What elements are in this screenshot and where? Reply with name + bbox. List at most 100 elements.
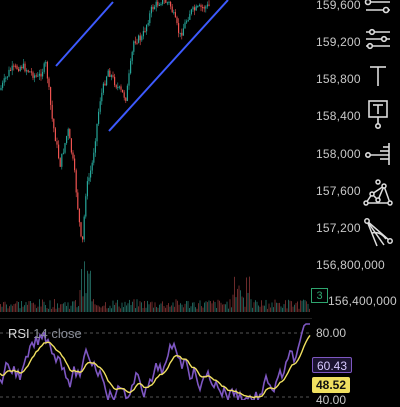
volume-bar: [28, 301, 30, 312]
note-tool-button[interactable]: [358, 97, 398, 131]
volume-bar: [22, 306, 24, 312]
price-label-159600: 159,600: [316, 0, 361, 12]
volume-bar: [66, 305, 67, 312]
volume-bar: [166, 305, 168, 312]
candle-body: [5, 77, 7, 79]
volume-bar: [141, 302, 142, 312]
volume-bar: [301, 300, 303, 312]
pattern-tool-button[interactable]: [358, 176, 398, 210]
candle-body: [88, 177, 90, 182]
candle-body: [99, 101, 101, 112]
volume-bar: [18, 301, 19, 312]
note-icon: [368, 100, 388, 129]
volume-bar: [195, 307, 196, 312]
candle-body: [45, 62, 47, 64]
volume-bar: [147, 300, 148, 312]
volume-bar: [270, 307, 271, 312]
volume-bar: [222, 304, 223, 312]
candle-body: [198, 5, 200, 7]
volume-bar: [162, 301, 163, 312]
candle-body: [82, 236, 84, 240]
volume-bar: [159, 304, 160, 312]
volume-bar: [232, 294, 234, 312]
rsi-upper-level-label: 80.00: [316, 326, 347, 340]
volume-bar: [208, 300, 210, 312]
channel-lower-line[interactable]: [108, 0, 229, 132]
volume-bar: [286, 308, 288, 312]
volume-bar: [129, 299, 130, 312]
volume-bar: [85, 293, 87, 312]
volume-bar: [240, 290, 241, 312]
volume-bar: [175, 299, 177, 312]
horizontal-ray-tool-button[interactable]: [358, 0, 398, 22]
volume-bar: [228, 308, 229, 312]
candle-body: [35, 75, 37, 77]
volume-bar: [64, 302, 66, 312]
rsi-indicator-title[interactable]: RSI 14 close: [8, 326, 82, 341]
candle-body: [58, 144, 60, 159]
candle-body: [203, 7, 205, 9]
volume-bar: [234, 276, 235, 312]
volume-bar: [70, 305, 72, 312]
candle-body: [141, 36, 143, 41]
volume-bar: [135, 308, 136, 312]
volume-bar: [84, 261, 85, 312]
candle-body: [134, 41, 136, 43]
candle-body: [155, 1, 157, 7]
volume-bar: [279, 302, 280, 312]
price-label-tool-button[interactable]: [358, 137, 398, 171]
volume-bar: [51, 308, 52, 312]
volume-bar: [69, 308, 70, 312]
parallel-lines-tool-button[interactable]: [358, 22, 398, 56]
volume-bar: [183, 307, 184, 312]
volume-bar: [58, 307, 60, 312]
volume-badge[interactable]: 3: [311, 288, 328, 303]
candle-body: [205, 6, 207, 9]
candle-body: [170, 1, 172, 7]
volume-bar: [67, 302, 69, 312]
volume-bar: [294, 304, 295, 312]
candle-body: [91, 162, 93, 171]
fib-fan-tool-button[interactable]: [358, 215, 398, 249]
volume-bar: [154, 302, 156, 312]
candle-body: [56, 141, 58, 145]
volume-bar: [120, 308, 121, 312]
volume-bar: [118, 306, 120, 312]
volume-bar: [291, 301, 292, 312]
volume-bar: [280, 306, 282, 312]
candle-body: [123, 92, 125, 98]
volume-bar: [213, 300, 214, 312]
volume-bar: [136, 299, 138, 312]
volume-bar: [24, 305, 25, 312]
volume-bar: [276, 302, 277, 312]
candle-body: [107, 70, 109, 77]
text-tool-button[interactable]: [358, 59, 398, 93]
channel-upper-line[interactable]: [55, 1, 114, 67]
volume-bar: [97, 305, 99, 312]
volume-bar: [177, 300, 178, 312]
volume-bar: [282, 307, 283, 312]
candle-body: [66, 136, 68, 144]
candle-body: [64, 143, 66, 153]
volume-bar: [19, 308, 21, 312]
volume-bar: [6, 304, 7, 312]
volume-bar: [217, 299, 219, 312]
volume-bar: [99, 306, 100, 312]
candle-body: [26, 70, 28, 72]
candle-body: [130, 60, 132, 74]
volume-bar: [244, 306, 246, 312]
volume-bar: [121, 302, 123, 312]
volume-bar: [88, 273, 90, 312]
price-range-icon: [365, 143, 390, 165]
pane-divider[interactable]: [0, 318, 312, 319]
volume-bar: [181, 304, 183, 312]
volume-bar: [36, 308, 37, 312]
horizontal-ray-icon: [364, 0, 390, 14]
candle-body: [37, 75, 39, 77]
volume-bar: [100, 307, 102, 312]
candle-body: [86, 181, 88, 197]
candle-body: [186, 21, 188, 23]
candle-body: [48, 78, 50, 88]
volume-bar: [160, 303, 162, 312]
